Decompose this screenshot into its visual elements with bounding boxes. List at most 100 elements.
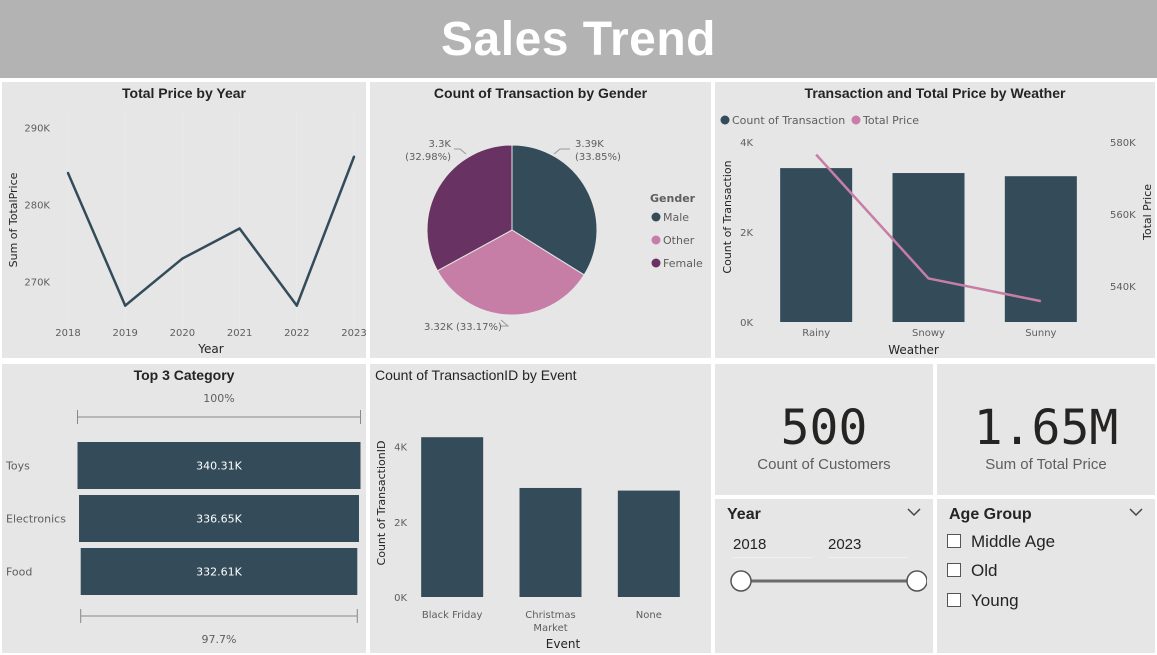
bar-snowy [892,173,965,322]
pie-leader-line [454,148,467,155]
checkbox-icon[interactable] [947,563,961,577]
y-tick-label: 0K [740,318,753,329]
funnel-top-bracket [77,410,361,424]
chevron-down-icon[interactable] [907,507,921,517]
legend-item: Other [663,234,695,247]
year-slicer[interactable]: Year 2018 2023 [713,497,935,655]
legend-item: Male [663,211,689,224]
bar-data-label: 340.31K [196,460,242,473]
total-price-kpi-card[interactable]: 1.65M Sum of Total Price [935,362,1157,497]
legend-title: Gender [650,192,696,205]
x-tick-label: 2023 [341,328,366,339]
slider-end-handle[interactable] [906,570,927,592]
bar-sunny [1004,176,1077,322]
y-tick-label: 270K [24,278,50,289]
category-label: Electronics [6,513,66,526]
age-group-slicer-title: Age Group [949,506,1032,523]
checkbox-icon[interactable] [947,534,961,548]
legend-marker [651,212,661,222]
y-tick-label: 0K [394,593,407,604]
total-price-kpi-label: Sum of Total Price [985,456,1107,473]
gender-panel[interactable]: Count of Transaction by Gender 3.39K (33.… [368,80,713,360]
pie-data-label: (33.85%) [575,152,621,163]
x-axis-label: Year [197,342,223,356]
age-option-label: Young [971,591,1019,610]
customers-kpi-value: 500 [780,400,868,456]
bar-none [617,490,680,597]
price-by-year-panel[interactable]: Total Price by Year 290K 280K 270K 2018 2019… [0,80,368,360]
legend-item: Total Price [862,114,919,127]
line-point [181,257,184,260]
x-tick-label: Black Friday [422,610,483,621]
gender-title: Count of Transaction by Gender [433,85,648,101]
customers-kpi-label: Count of Customers [757,456,891,473]
x-tick-label: 2022 [284,328,309,339]
slider-start-handle[interactable] [730,570,752,592]
y2-tick-label: 560K [1110,210,1136,221]
pie-data-label: (32.98%) [405,152,451,163]
year-end-input[interactable]: 2023 [828,533,908,558]
age-option-middle-age[interactable]: Middle Age [947,532,1055,554]
line-point [295,304,298,307]
bar-toys [77,442,361,489]
weather-panel[interactable]: Transaction and Total Price by Weather C… [713,80,1157,360]
age-option-old[interactable]: Old [947,561,997,583]
pie-leader-line [553,148,570,155]
x-axis-label: Weather [888,343,939,357]
age-option-label: Old [971,561,998,580]
weather-title: Transaction and Total Price by Weather [804,85,1066,101]
bar-christmas-market [519,487,582,597]
y-axis-label: Count of TransactionID [375,441,388,566]
x-tick-label: 2020 [170,328,195,339]
event-panel[interactable]: Count of TransactionID by Event 4K 2K 0K Co… [368,362,713,655]
category-label: Toys [5,460,30,473]
x-tick-label: Rainy [802,328,830,339]
legend-item: Count of Transaction [732,114,845,127]
line-point [238,227,241,230]
y-tick-label: 4K [394,443,407,454]
y-axis-label: Count of Transaction [721,160,734,273]
customers-kpi-card[interactable]: 500 Count of Customers [713,362,935,497]
y2-tick-label: 540K [1110,282,1136,293]
age-option-young[interactable]: Young [947,591,1019,613]
chevron-down-icon[interactable] [1129,507,1143,517]
y-tick-label: 2K [394,518,407,529]
category-panel[interactable]: Top 3 Category 100% 340.31K Toys 336.65K Ele… [0,362,368,655]
checkbox-icon[interactable] [947,593,961,607]
year-range-slider[interactable] [727,566,927,596]
price-by-year-title: Total Price by Year [122,85,246,101]
y-tick-label: 280K [24,201,50,212]
pie-data-label: 3.3K [429,139,452,150]
x-tick-label: Christmas [525,610,575,621]
x-tick-label: Sunny [1025,328,1056,339]
page-title: Sales Trend [441,13,716,66]
y2-tick-label: 580K [1110,138,1136,149]
legend-marker [651,235,661,245]
category-label: Food [6,566,32,579]
x-tick-label: 2019 [112,328,137,339]
y-axis-label: Sum of TotalPrice [7,172,20,267]
x-tick-label: Snowy [912,328,945,339]
weather-combo-chart: Count of Transaction Total Price 4K 2K 0K 580… [720,114,1154,357]
category-title: Top 3 Category [133,367,235,383]
year-start-input[interactable]: 2018 [733,533,813,558]
x-tick-label: None [636,610,662,621]
line-point [352,155,356,158]
bar-data-label: 336.65K [196,513,242,526]
line-point [66,171,70,175]
event-bar-chart: 4K 2K 0K Count of TransactionID Black Friday… [375,437,680,651]
bar-black-friday [421,437,484,597]
bar-data-label: 332.61K [196,566,242,579]
funnel-top-label: 100% [203,392,234,405]
event-title: Count of TransactionID by Event [375,367,577,383]
x-tick-label: Market [533,623,567,634]
line-point [124,304,127,307]
pie-data-label: 3.39K [575,139,604,150]
funnel-bottom-label: 97.7% [202,633,237,646]
y-tick-label: 290K [24,123,50,134]
bar-food [80,548,358,595]
pie-leader-line [500,319,510,327]
age-group-slicer[interactable]: Age Group Middle Age Old Young [935,497,1157,655]
pie-slice-male [511,144,598,276]
total-price-line [66,156,356,307]
